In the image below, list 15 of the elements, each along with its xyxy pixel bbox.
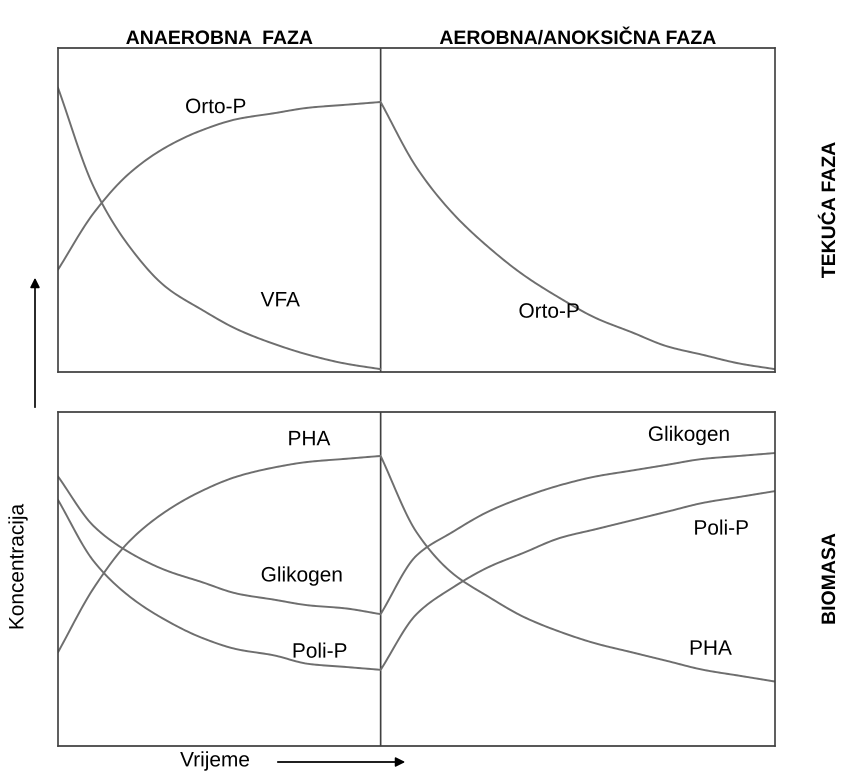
series-label: Orto-P — [186, 98, 246, 114]
text: AEROBNA/ANOKSIČNA FAZA — [440, 26, 716, 44]
text: ANAEROBNA FAZA — [126, 30, 312, 44]
series-label: Glikogen — [648, 426, 729, 446]
y2-axis-title: TEKUĆA FAZA — [818, 142, 836, 278]
y2-axis-title: BIOMASA — [821, 534, 836, 624]
y-axis-title: Koncentracija — [8, 504, 28, 628]
series-label: Glikogen — [262, 566, 342, 586]
series-label: PHA — [690, 640, 732, 655]
annotation: Orto-P — [519, 303, 579, 318]
x-axis-title: Vrijeme — [180, 751, 249, 771]
series-label: Poli-P — [695, 519, 748, 535]
series-label: VFA — [260, 292, 300, 306]
series-label: Poli-P — [294, 642, 346, 658]
series-label: PHA — [289, 430, 330, 446]
